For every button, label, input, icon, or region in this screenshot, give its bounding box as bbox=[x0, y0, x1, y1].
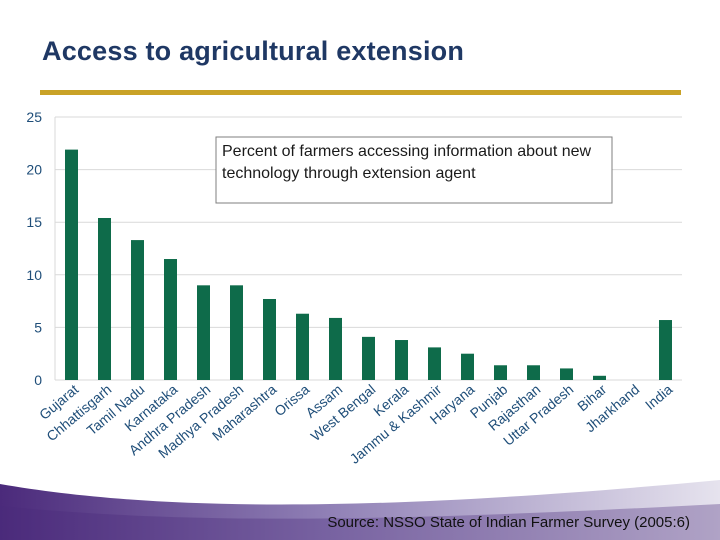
bar bbox=[428, 347, 441, 380]
annotation-frame bbox=[215, 136, 613, 204]
y-tick-label: 10 bbox=[26, 267, 42, 283]
annotation-text: Percent of farmers accessing information… bbox=[222, 143, 592, 182]
bottom-swoosh bbox=[0, 480, 720, 540]
bar bbox=[131, 240, 144, 380]
bar bbox=[197, 285, 210, 380]
y-axis-ticks: 0 5 10 15 20 25 bbox=[26, 109, 42, 388]
bar bbox=[164, 259, 177, 380]
y-tick-label: 5 bbox=[34, 319, 42, 335]
bar bbox=[296, 313, 309, 380]
annotation-box: Percent of farmers accessing information… bbox=[215, 136, 613, 204]
bar-series bbox=[65, 149, 672, 380]
bar bbox=[494, 365, 507, 380]
bar bbox=[659, 320, 672, 380]
bar bbox=[527, 365, 540, 380]
source-note: Source: NSSO State of Indian Farmer Surv… bbox=[327, 514, 690, 531]
y-tick-label: 15 bbox=[26, 214, 42, 230]
bar bbox=[395, 340, 408, 380]
y-tick-label: 20 bbox=[26, 162, 42, 178]
bar bbox=[98, 217, 111, 380]
bar bbox=[263, 298, 276, 380]
bar bbox=[362, 336, 375, 380]
y-tick-label: 0 bbox=[34, 372, 42, 388]
bar bbox=[230, 285, 243, 380]
bar bbox=[560, 368, 573, 380]
title-rule bbox=[40, 90, 681, 95]
bar bbox=[329, 317, 342, 380]
y-tick-label: 25 bbox=[26, 109, 42, 125]
bar bbox=[461, 353, 474, 380]
x-tick-label: India bbox=[642, 381, 676, 413]
slide-title: Access to agricultural extension bbox=[42, 36, 465, 66]
bar bbox=[593, 375, 606, 380]
bar bbox=[65, 149, 78, 380]
